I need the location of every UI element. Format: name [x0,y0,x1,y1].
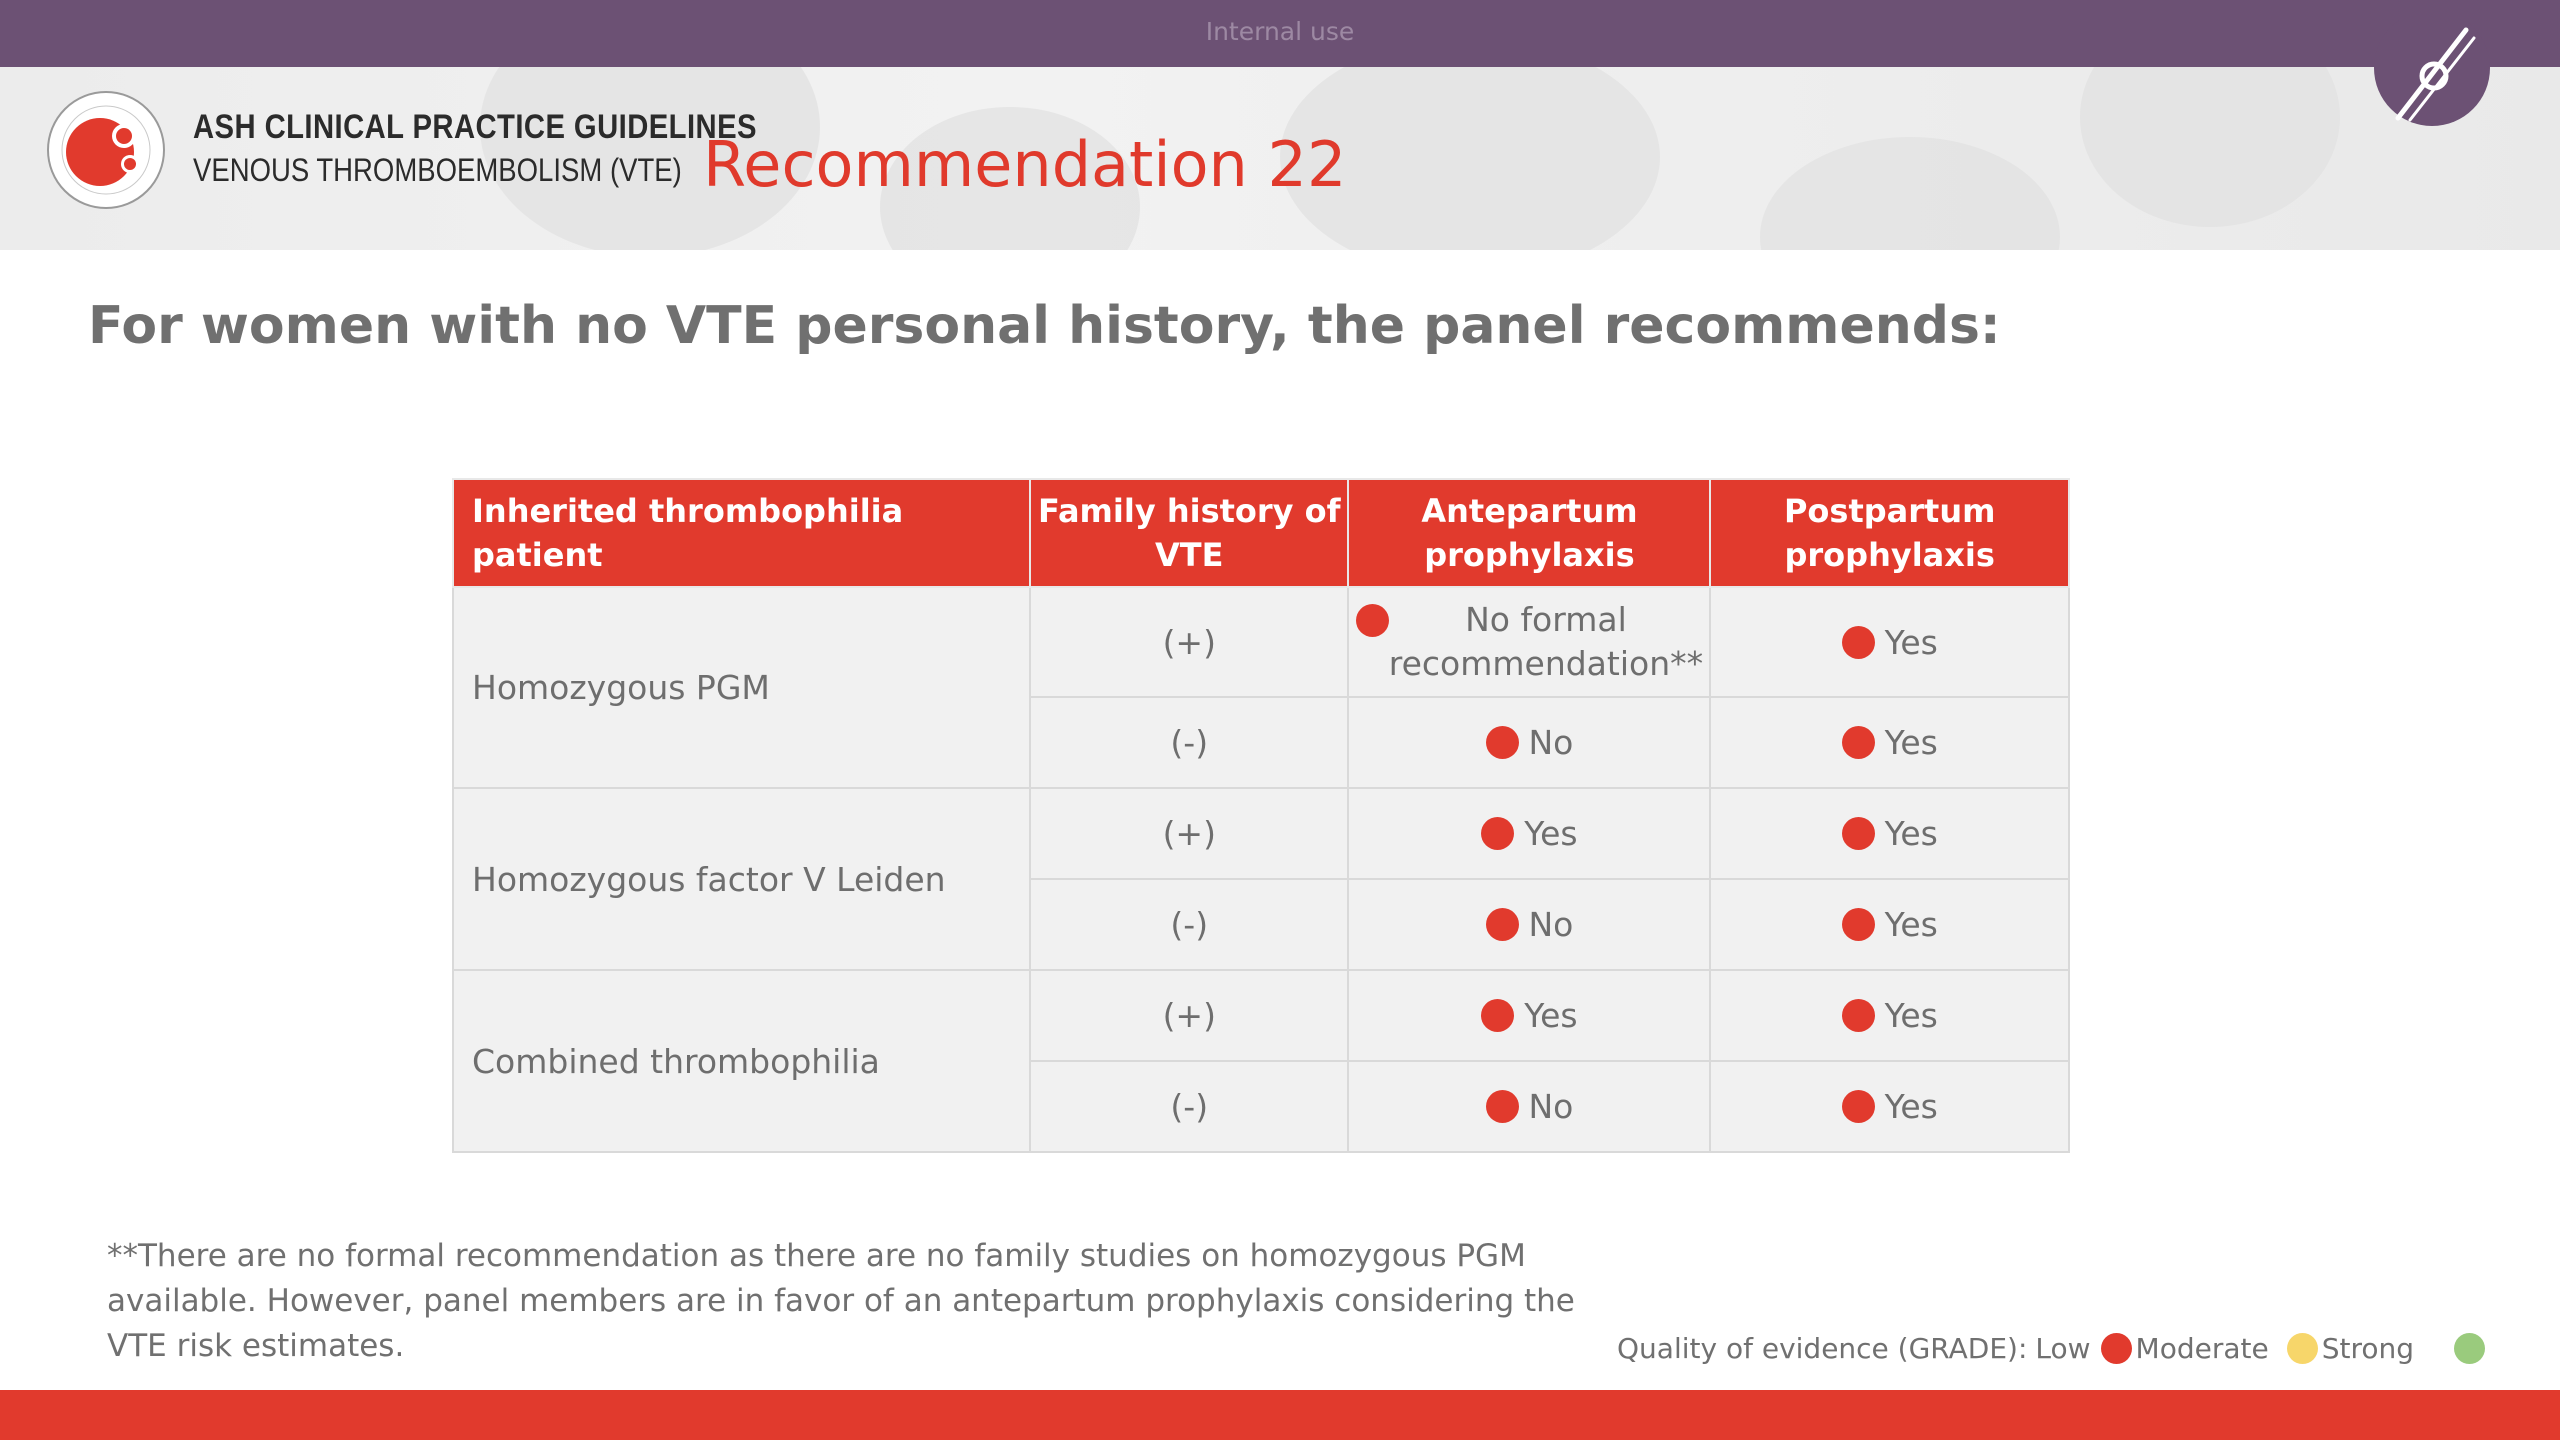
antepartum-value: Yes [1524,814,1578,853]
legend-strong-dot [2454,1333,2486,1364]
grade-low-dot [1485,726,1519,759]
family-history-cell: (-) [1029,878,1350,971]
antepartum-value: No formal recommendation** [1388,600,1704,683]
table-row: (-) No Yes [453,878,2070,971]
antepartum-value: No [1528,905,1574,944]
guideline-topic: VENOUS THROMBOEMBOLISM (VTE) [193,152,682,188]
org-name: ASH CLINICAL PRACTICE GUIDELINES [193,108,757,146]
legend-low-label: Low [2035,1332,2091,1365]
grade-low-dot [1841,908,1875,941]
grade-low-dot [1485,908,1519,941]
antepartum-cell: No formal recommendation** [1347,586,1712,698]
antepartum-value: Yes [1524,996,1578,1035]
postpartum-value: Yes [1884,905,1938,944]
column-header: Postpartum prophylaxis [1709,478,2070,588]
recommendation-title: Recommendation 22 [703,128,1347,201]
antepartum-cell: No [1347,1060,1712,1153]
family-history-cell: (+) [1029,586,1350,698]
top-banner: Internal use [0,0,2560,67]
column-header: Inherited thrombophilia patient [451,478,1032,588]
postpartum-cell: Yes [1709,1060,2070,1153]
legend-moderate-dot [2286,1333,2318,1364]
grade-low-dot [1481,999,1515,1032]
grade-low-dot [1841,625,1875,659]
antepartum-cell: No [1347,696,1712,789]
table-row: (-) No Yes [453,1060,2070,1153]
postpartum-value: Yes [1884,996,1938,1035]
footnote: **There are no formal recommendation as … [107,1238,1575,1364]
antepartum-cell: Yes [1347,969,1712,1062]
postpartum-cell: Yes [1709,696,2070,789]
postpartum-cell: Yes [1709,787,2070,880]
antepartum-value: No [1528,1087,1574,1126]
legend-strong-label: Strong [2321,1332,2415,1365]
postpartum-value: Yes [1884,1087,1938,1126]
grade-low-dot [1481,817,1515,850]
grade-low-dot [1841,1090,1875,1123]
postpartum-value: Yes [1884,814,1938,853]
guideline-badge-icon [2374,20,2490,126]
patient-cell: Homozygous factor V Leiden [451,787,1032,971]
recommendation-table: Inherited thrombophilia patient Family h… [451,478,2070,1153]
antepartum-cell: No [1347,878,1712,971]
ash-logo-icon [47,91,165,209]
table-row: (-) No Yes [453,696,2070,789]
page-heading: For women with no VTE personal history, … [88,296,2001,356]
column-header: Antepartum prophylaxis [1347,478,1712,588]
patient-cell: Combined thrombophilia [451,969,1032,1153]
legend-label: Quality of evidence (GRADE): [1617,1332,2028,1365]
grade-low-dot [1841,726,1875,759]
family-history-cell: (-) [1029,1060,1350,1153]
table-row: Homozygous factor V Leiden (+) Yes Yes [451,787,2070,971]
table-row: Combined thrombophilia (+) Yes Yes [451,969,2070,1153]
family-history-cell: (+) [1029,969,1350,1062]
postpartum-value: Yes [1884,622,1938,662]
patient-cell: Homozygous PGM [451,586,1032,789]
legend-moderate-label: Moderate [2135,1332,2269,1365]
column-header: Family history of VTE [1029,478,1350,588]
grade-low-dot [1355,604,1389,637]
slide-header [0,67,2560,250]
internal-use-label: Internal use [1205,17,1355,46]
antepartum-cell: Yes [1347,787,1712,880]
grade-low-dot [1841,817,1875,850]
legend-low-dot [2100,1333,2132,1364]
postpartum-cell: Yes [1709,969,2070,1062]
table-row: Homozygous PGM (+) No formal recommendati… [451,586,2070,789]
grade-legend: Quality of evidence (GRADE): Low Moderat… [1617,1332,2489,1365]
family-history-cell: (-) [1029,696,1350,789]
grade-low-dot [1841,999,1875,1032]
postpartum-cell: Yes [1709,878,2070,971]
bottom-bar [0,1390,2560,1440]
table-header-row: Inherited thrombophilia patient Family h… [451,478,2070,588]
postpartum-cell: Yes [1709,586,2070,698]
postpartum-value: Yes [1884,723,1938,762]
family-history-cell: (+) [1029,787,1350,880]
grade-low-dot [1485,1090,1519,1123]
antepartum-value: No [1528,723,1574,762]
